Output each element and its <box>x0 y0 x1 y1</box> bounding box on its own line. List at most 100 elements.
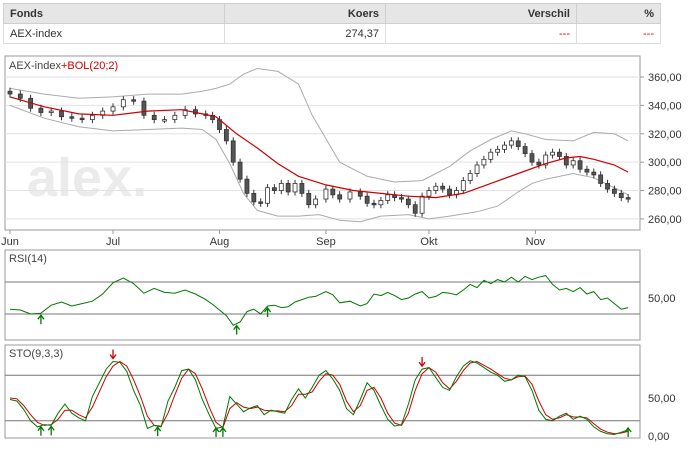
rsi-panel-frame <box>4 249 641 341</box>
candle-body <box>577 160 583 170</box>
candle-body <box>405 198 411 206</box>
candle-body <box>557 151 562 157</box>
buy-signal-arrowhead <box>264 306 272 313</box>
candle-body <box>378 200 384 206</box>
candle-body <box>515 140 521 147</box>
lower-bollinger-band <box>9 104 629 223</box>
month-label: Sep <box>316 236 336 248</box>
header-fonds[interactable]: Fonds <box>3 3 225 24</box>
candle-body <box>79 117 85 121</box>
month-label: Aug <box>210 236 230 248</box>
price-ytick-label: 360,00 <box>648 72 682 84</box>
rsi-title: RSI(14) <box>9 253 47 265</box>
table-row: AEX-index 274,37 --- --- <box>3 23 661 44</box>
buy-signal-arrowhead <box>37 425 45 432</box>
candle-body <box>244 178 250 194</box>
oscillator-ytick-label: 50,00 <box>648 293 676 305</box>
sto-k-line <box>9 360 629 436</box>
candle-body <box>110 106 116 112</box>
quote-table-header: Fonds Koers Verschil % <box>3 3 661 24</box>
candle-body <box>598 174 604 184</box>
oscillator-ytick-label: 50,00 <box>648 393 676 405</box>
price-chart-title: AEX-index+BOL(20;2) <box>9 60 118 72</box>
candle-body <box>285 183 291 193</box>
buy-signal-arrowhead <box>233 324 241 330</box>
candle-body <box>237 161 243 180</box>
buy-signal-arrowhead <box>212 426 220 433</box>
candle-body <box>605 183 610 190</box>
candle-body <box>306 192 312 206</box>
candle-body <box>223 129 229 142</box>
candle-body <box>488 151 494 160</box>
candle-body <box>258 201 264 204</box>
candle-body <box>323 188 329 200</box>
candle-body <box>17 93 23 99</box>
candle-body <box>440 185 446 190</box>
month-label: Nov <box>526 236 546 248</box>
candle-body <box>90 114 95 120</box>
month-label: Okt <box>420 236 437 248</box>
index-name-label: AEX-index <box>9 60 61 72</box>
buy-signal-arrowhead <box>624 426 632 433</box>
candle-body <box>364 195 370 204</box>
candle-body <box>120 99 126 108</box>
candle-body <box>508 140 514 146</box>
candle-body <box>357 191 363 197</box>
candle-body <box>265 187 270 204</box>
candle-body <box>330 188 336 196</box>
candle-body <box>151 114 157 120</box>
month-label: Jul <box>106 236 120 248</box>
candle-body <box>502 144 507 150</box>
fund-pct: --- <box>576 23 661 44</box>
candle-body <box>570 160 576 166</box>
candle-body <box>69 116 75 119</box>
candle-body <box>460 180 466 191</box>
candle-body <box>272 187 277 191</box>
buy-signal-arrowhead <box>47 425 55 431</box>
rsi-line <box>9 275 629 326</box>
candle-body <box>399 197 404 200</box>
candle-body <box>563 156 569 166</box>
candle-body <box>467 173 473 181</box>
candle-body <box>618 192 624 199</box>
candle-body <box>141 100 147 116</box>
candle-body <box>584 168 590 173</box>
candle-body <box>447 188 452 196</box>
price-ytick-label: 340,00 <box>648 100 682 112</box>
buy-signal-arrowhead <box>219 426 227 433</box>
header-verschil[interactable]: Verschil <box>385 3 577 24</box>
candle-body <box>371 202 377 206</box>
candle-body <box>131 99 137 102</box>
price-panel-frame <box>4 55 641 231</box>
fund-change: --- <box>385 23 577 44</box>
price-ytick-label: 260,00 <box>648 214 682 226</box>
oscillator-ytick-label: 0,00 <box>648 431 669 443</box>
candle-body <box>182 109 188 116</box>
candle-body <box>278 183 284 191</box>
candle-body <box>591 171 597 176</box>
header-koers[interactable]: Koers <box>224 3 386 24</box>
upper-bollinger-band <box>9 67 629 183</box>
candle-body <box>292 183 298 193</box>
candle-body <box>495 148 501 153</box>
candle-body <box>385 194 391 201</box>
candle-body <box>313 198 319 206</box>
sto-title: STO(9,3,3) <box>9 348 63 360</box>
candle-body <box>172 114 178 120</box>
candle-body <box>625 197 631 200</box>
sell-signal-arrowhead <box>418 361 426 368</box>
price-ytick-label: 280,00 <box>648 186 682 198</box>
candle-body <box>419 195 425 214</box>
candle-body <box>337 194 343 200</box>
candle-body <box>59 110 64 118</box>
month-label: Jun <box>1 236 19 248</box>
sto-d-line <box>9 360 629 435</box>
watermark-logo: alex. <box>27 148 147 208</box>
candle-body <box>543 154 549 166</box>
moving-average-line <box>9 96 629 199</box>
candle-body <box>536 161 542 166</box>
candle-body <box>38 107 44 113</box>
price-ytick-label: 300,00 <box>648 157 682 169</box>
candle-body <box>347 191 353 200</box>
